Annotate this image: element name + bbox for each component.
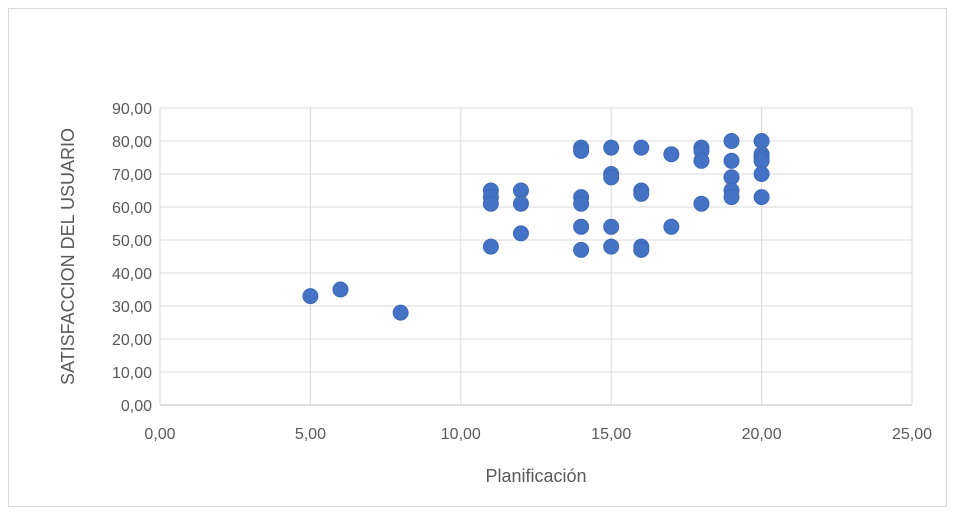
y-axis-title: SATISFACCION DEL USUARIO — [58, 128, 78, 385]
y-tick-label: 70,00 — [112, 167, 152, 184]
data-point — [482, 195, 499, 212]
y-tick-label: 50,00 — [112, 233, 152, 250]
data-point — [723, 152, 740, 169]
y-tick-label: 20,00 — [112, 332, 152, 349]
data-point — [482, 238, 499, 255]
x-tick-label: 20,00 — [742, 426, 782, 443]
y-tick-label: 0,00 — [121, 398, 152, 415]
tick-labels: 0,00 10,00 20,00 30,00 40,00 50,00 60,00 70,00 8… — [112, 101, 932, 443]
data-points — [302, 133, 770, 321]
data-point — [573, 142, 590, 159]
data-point — [512, 195, 529, 212]
x-axis-title: Planificación — [485, 466, 586, 486]
chart-frame — [8, 8, 947, 507]
data-point — [753, 189, 770, 206]
x-tick-label: 25,00 — [892, 426, 932, 443]
data-point — [723, 189, 740, 206]
data-point — [633, 139, 650, 156]
x-tick-label: 15,00 — [591, 426, 631, 443]
data-point — [633, 185, 650, 202]
data-point — [693, 152, 710, 169]
y-tick-label: 90,00 — [112, 101, 152, 118]
y-tick-label: 30,00 — [112, 299, 152, 316]
data-point — [663, 146, 680, 163]
data-point — [693, 195, 710, 212]
data-point — [663, 218, 680, 235]
data-point — [603, 139, 620, 156]
data-point — [332, 281, 349, 298]
x-tick-label: 5,00 — [295, 426, 326, 443]
gridlines — [159, 107, 913, 406]
data-point — [753, 166, 770, 182]
y-tick-label: 40,00 — [112, 266, 152, 283]
x-tick-label: 10,00 — [441, 426, 481, 443]
y-tick-label: 80,00 — [112, 134, 152, 151]
data-point — [573, 218, 590, 235]
data-point — [302, 288, 319, 305]
y-tick-label: 60,00 — [112, 200, 152, 217]
x-tick-label: 0,00 — [144, 426, 175, 443]
data-point — [603, 169, 620, 186]
y-tick-label: 10,00 — [112, 365, 152, 382]
data-point — [573, 195, 590, 212]
data-point — [723, 133, 740, 149]
data-point — [603, 218, 620, 235]
data-point — [603, 238, 620, 255]
data-point — [633, 241, 650, 258]
data-point — [512, 225, 529, 242]
data-point — [573, 241, 590, 258]
data-point — [392, 304, 409, 321]
